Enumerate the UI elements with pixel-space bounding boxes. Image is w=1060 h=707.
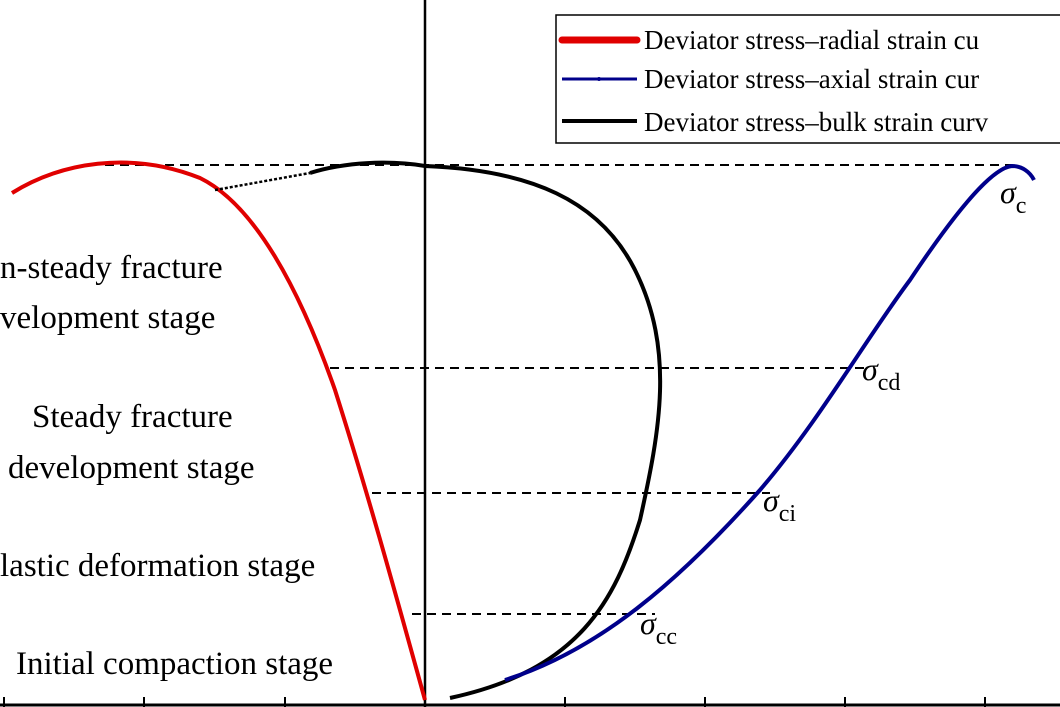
sigma-cd-label: σcd: [862, 351, 900, 396]
legend-label-radial: Deviator stress–radial strain cu: [644, 25, 980, 55]
legend-box: [555, 14, 1060, 144]
stage-steady-line2: development stage: [8, 450, 255, 486]
threshold-lines: [105, 164, 1012, 615]
threshold-labels: σc σcd σci σcc: [640, 174, 1026, 650]
radial-strain-connector: [214, 171, 311, 192]
legend-item-bulk: Deviator stress–bulk strain curv: [562, 107, 989, 137]
sigma-cc-label: σcc: [640, 605, 677, 650]
sigma-ci-label: σci: [763, 482, 796, 527]
stage-compaction: Initial compaction stage: [16, 646, 333, 682]
stage-unsteady-line1: n-steady fracture: [0, 250, 223, 286]
x-axis-ticks: [3, 697, 986, 707]
stage-elastic: lastic deformation stage: [0, 548, 315, 584]
sigma-c-label: σc: [1000, 174, 1026, 219]
stage-labels: n-steady fracture velopment stage Steady…: [0, 250, 333, 682]
legend-item-radial: Deviator stress–radial strain cu: [558, 25, 980, 55]
legend-label-axial: Deviator stress–axial strain cur: [644, 64, 979, 94]
stage-unsteady-line2: velopment stage: [0, 300, 215, 336]
legend-marker-axial: [597, 77, 601, 81]
legend: Deviator stress–radial strain cu Deviato…: [555, 14, 1060, 144]
legend-label-bulk: Deviator stress–bulk strain curv: [644, 107, 989, 137]
legend-item-axial: Deviator stress–axial strain cur: [562, 64, 979, 94]
stage-steady-line1: Steady fracture: [32, 399, 233, 435]
radial-strain-curve: [10, 160, 427, 701]
axial-strain-curve: [504, 163, 1036, 682]
bulk-strain-curve: [309, 160, 663, 700]
